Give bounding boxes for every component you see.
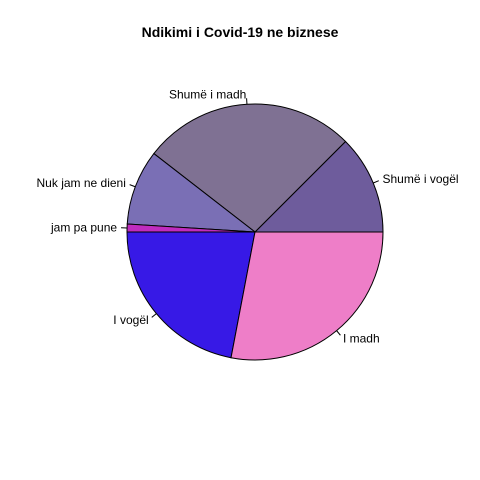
chart-title: Ndikimi i Covid-19 ne biznese [142,24,339,40]
leader-line-i-vogel [151,313,157,318]
slice-label-i-vogel: I vogël [113,313,148,327]
slice-label-jam-pa-pune: jam pa pune [50,221,117,235]
pie-slice-i-madh [230,231,384,361]
pie-slice-shume-i-vogel [253,140,384,233]
slice-label-shume-i-vogel: Shumë i vogël [383,172,459,186]
leader-line-nuk-jam-ne-dieni [129,184,136,188]
leader-line-shume-i-vogel [373,180,379,184]
leader-line-i-madh [336,330,341,336]
slice-label-i-madh: I madh [343,331,380,345]
pie-slice-shume-i-madh [153,103,347,233]
labels-layer: Shumë i vogël Shumë i madh Nuk jam ne dien… [37,87,459,345]
slice-label-shume-i-madh: Shumë i madh [169,87,246,101]
pie-slice-nuk-jam-ne-dieni [126,152,257,233]
leaders-layer [121,98,379,336]
pie-slice-i-vogel [126,231,256,359]
slices-layer [126,103,384,361]
slice-label-nuk-jam-ne-dieni: Nuk jam ne dieni [37,176,126,190]
